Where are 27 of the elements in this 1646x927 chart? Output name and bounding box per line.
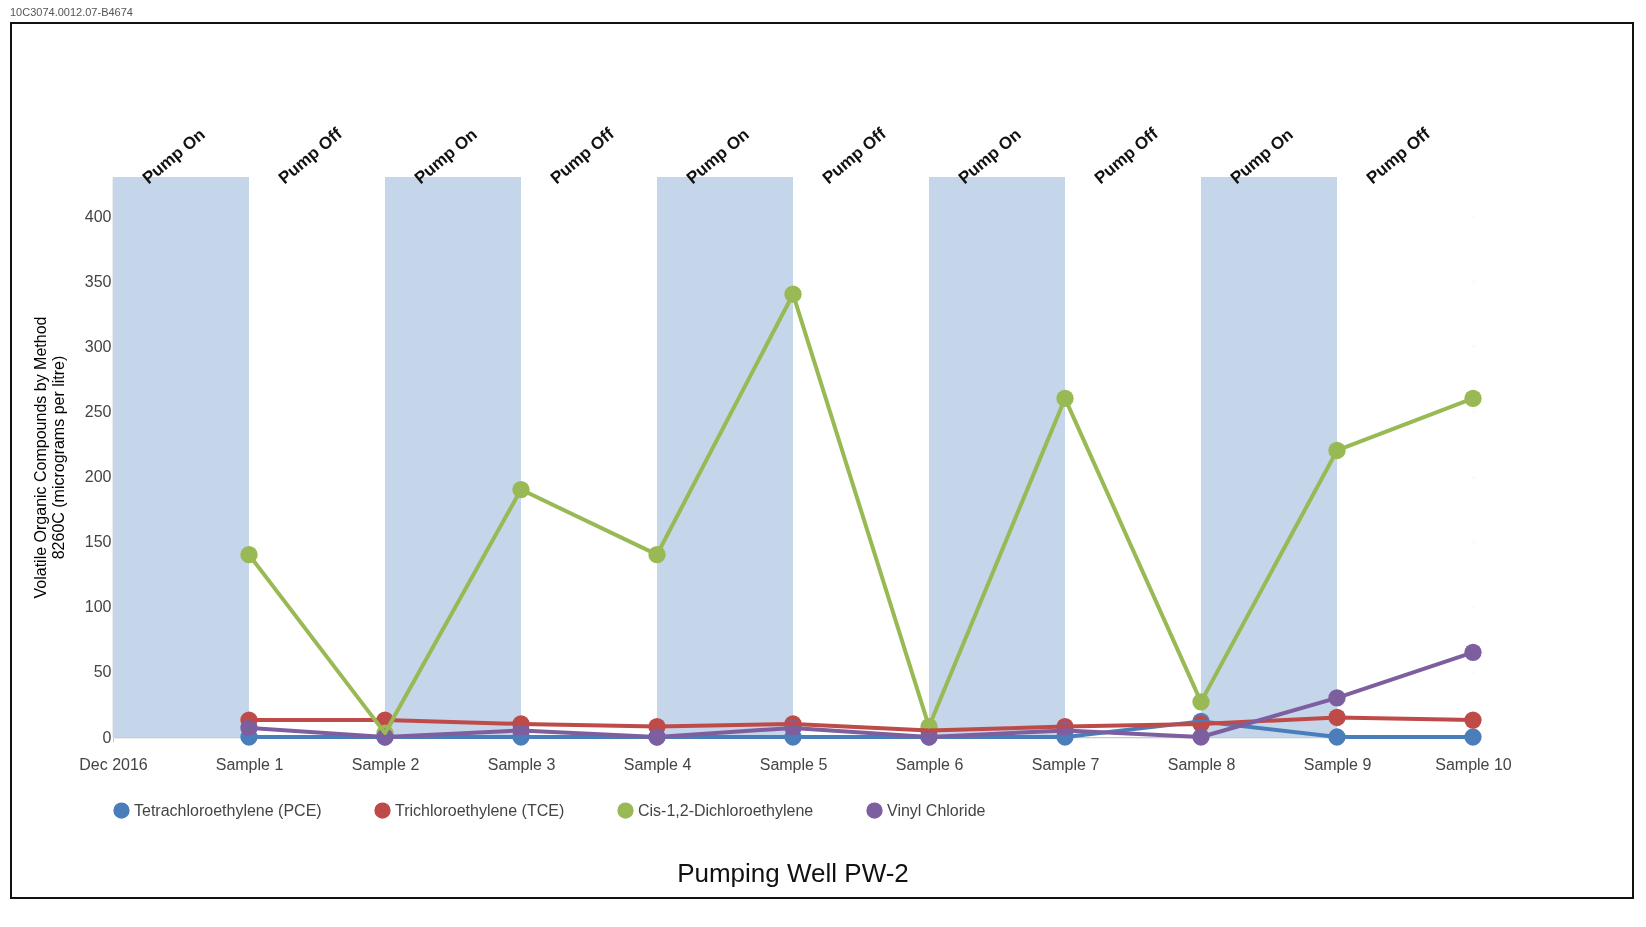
legend-label: Cis-1,2-Dichloroethylene	[638, 801, 814, 819]
x-tick-label: Sample 5	[759, 755, 828, 773]
legend-label: Trichloroethylene (TCE)	[395, 801, 565, 819]
x-tick-label: Sample 4	[623, 755, 692, 773]
legend-label: Vinyl Chloride	[887, 801, 986, 819]
x-tick-label: Sample 3	[487, 755, 556, 773]
x-tick-label: Sample 1	[215, 755, 284, 773]
x-tick-label: Dec 2016	[79, 755, 148, 773]
y-tick-label: 400	[84, 207, 112, 225]
y-tick-label: 250	[84, 402, 112, 420]
x-tick-label: Sample 7	[1031, 755, 1100, 773]
y-tick-label: 100	[84, 598, 112, 616]
legend-label: Tetrachloroethylene (PCE)	[134, 801, 322, 819]
text: Pumping Well PW-2	[677, 858, 909, 888]
y-tick-label: 0	[102, 728, 112, 746]
text: 10C3074.0012.07-B4674	[9, 5, 134, 20]
y-tick-label: 350	[84, 272, 112, 290]
x-tick-label: Sample 10	[1435, 755, 1512, 773]
y-tick-label: 300	[84, 337, 112, 355]
y-tick-label: 150	[84, 533, 112, 551]
x-tick-label: Sample 6	[895, 755, 964, 773]
y-tick-label: 50	[93, 663, 112, 681]
y-tick-label: 200	[84, 468, 112, 486]
y-axis-title: Volatile Organic Compounds by Method 8260C (micrograms per litre)	[31, 316, 67, 599]
x-tick-label: Sample 8	[1167, 755, 1236, 773]
x-tick-label: Sample 9	[1303, 755, 1372, 773]
x-tick-label: Sample 2	[351, 755, 420, 773]
